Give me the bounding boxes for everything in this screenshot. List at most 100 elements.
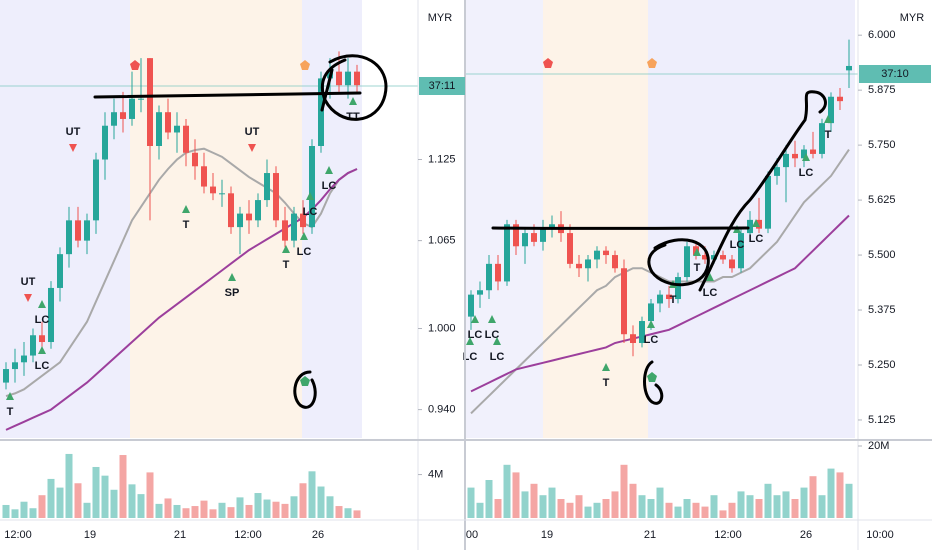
- candle-body: [666, 294, 672, 300]
- volume-bar: [485, 480, 493, 518]
- candle-body: [531, 233, 537, 242]
- signal-arrow: [300, 232, 308, 240]
- candle-body: [246, 213, 252, 221]
- volume-bar: [566, 502, 574, 518]
- signal-label: LC: [799, 167, 814, 179]
- y-tick-label: 5.500: [868, 249, 896, 261]
- signal-arrow: [325, 166, 333, 174]
- volume-bar: [119, 455, 127, 518]
- volume-bar: [83, 502, 91, 518]
- volume-bar: [638, 495, 646, 518]
- volume-bar: [701, 506, 709, 518]
- volume-bar: [791, 499, 799, 518]
- candle-body: [345, 71, 351, 86]
- signal-arrow: [824, 115, 832, 123]
- volume-bar: [809, 476, 817, 518]
- y-tick-label: 1.125: [428, 153, 456, 165]
- candle-body: [747, 219, 753, 234]
- y-tick-label: 1.065: [428, 235, 456, 247]
- drawn-line: [320, 68, 334, 112]
- drawn-circle: [293, 370, 317, 409]
- x-tick-label: 12:00: [4, 529, 32, 541]
- volume-bar: [845, 483, 853, 518]
- candle-body: [66, 220, 72, 255]
- candle-body: [738, 233, 744, 269]
- signal-label: LC: [297, 246, 312, 258]
- candle-body: [657, 294, 663, 304]
- candle-body: [684, 246, 690, 278]
- candle-body: [165, 112, 171, 133]
- volume-bar: [755, 499, 763, 518]
- candle-body: [513, 224, 519, 247]
- volume-bar: [101, 475, 109, 518]
- volume-bar: [593, 502, 601, 518]
- candle-body: [309, 146, 315, 228]
- volume-bar: [665, 502, 673, 518]
- moving-average: [470, 214, 850, 393]
- candle-body: [255, 200, 261, 221]
- volume-bar: [47, 478, 55, 518]
- signal-arrow: [349, 97, 357, 105]
- signal-arrow: [24, 294, 32, 302]
- session-bg: [0, 0, 130, 438]
- signal-arrow: [69, 144, 77, 152]
- candle-body: [237, 213, 243, 228]
- signal-label: UT: [245, 126, 260, 138]
- volume-bar: [353, 510, 361, 518]
- volume-bar: [245, 504, 253, 518]
- volume-bar: [683, 499, 691, 518]
- candle-body: [576, 263, 582, 269]
- volume-bar: [629, 483, 637, 518]
- candle-body: [468, 294, 474, 317]
- signal-arrow: [647, 320, 655, 328]
- volume-bar: [191, 506, 199, 518]
- candle-body: [3, 369, 9, 383]
- volume-bar: [263, 499, 271, 518]
- candle-body: [837, 96, 843, 102]
- session-bg: [543, 0, 648, 438]
- event-marker: [130, 60, 140, 70]
- volume-bar: [782, 491, 790, 518]
- candle-body: [819, 123, 825, 154]
- volume-bar: [308, 471, 316, 518]
- volume-bar: [548, 487, 556, 518]
- volume-bar: [146, 472, 154, 518]
- volume-bar: [218, 502, 226, 518]
- candle-body: [48, 287, 54, 343]
- volume-bar: [20, 501, 28, 518]
- candle-body: [336, 71, 342, 86]
- candle-body: [594, 250, 600, 260]
- signal-label: SP: [225, 287, 240, 299]
- candle-body: [138, 98, 144, 100]
- volume-bar: [299, 483, 307, 518]
- candle-body: [846, 65, 852, 71]
- candle-body: [756, 219, 762, 229]
- signal-label: T: [603, 377, 610, 389]
- session-bg: [648, 0, 855, 438]
- session-bg: [466, 0, 543, 438]
- candle-body: [282, 220, 288, 241]
- candle-body: [639, 321, 645, 344]
- signal-label: T: [694, 262, 701, 274]
- volume-bar: [521, 491, 529, 518]
- volume-bar: [692, 502, 700, 518]
- signal-label: T: [825, 129, 832, 141]
- x-tick-label: 12:00: [234, 529, 262, 541]
- candle-body: [612, 255, 618, 269]
- volume-bar: [2, 504, 10, 518]
- candle-body: [549, 224, 555, 229]
- y-tick-label: 0.940: [428, 404, 456, 416]
- event-marker: [647, 58, 657, 68]
- candle-body: [621, 268, 627, 335]
- y-tick-label: 5.375: [868, 304, 896, 316]
- candle-body: [12, 362, 18, 370]
- x-tick-label: 19: [84, 529, 96, 541]
- event-marker: [300, 376, 310, 386]
- volume-bar: [335, 506, 343, 518]
- y-tick-label: 5.125: [868, 414, 896, 426]
- candle-body: [201, 166, 207, 187]
- event-marker: [543, 58, 553, 68]
- volume-bar: [620, 464, 628, 518]
- volume-bar: [467, 487, 475, 518]
